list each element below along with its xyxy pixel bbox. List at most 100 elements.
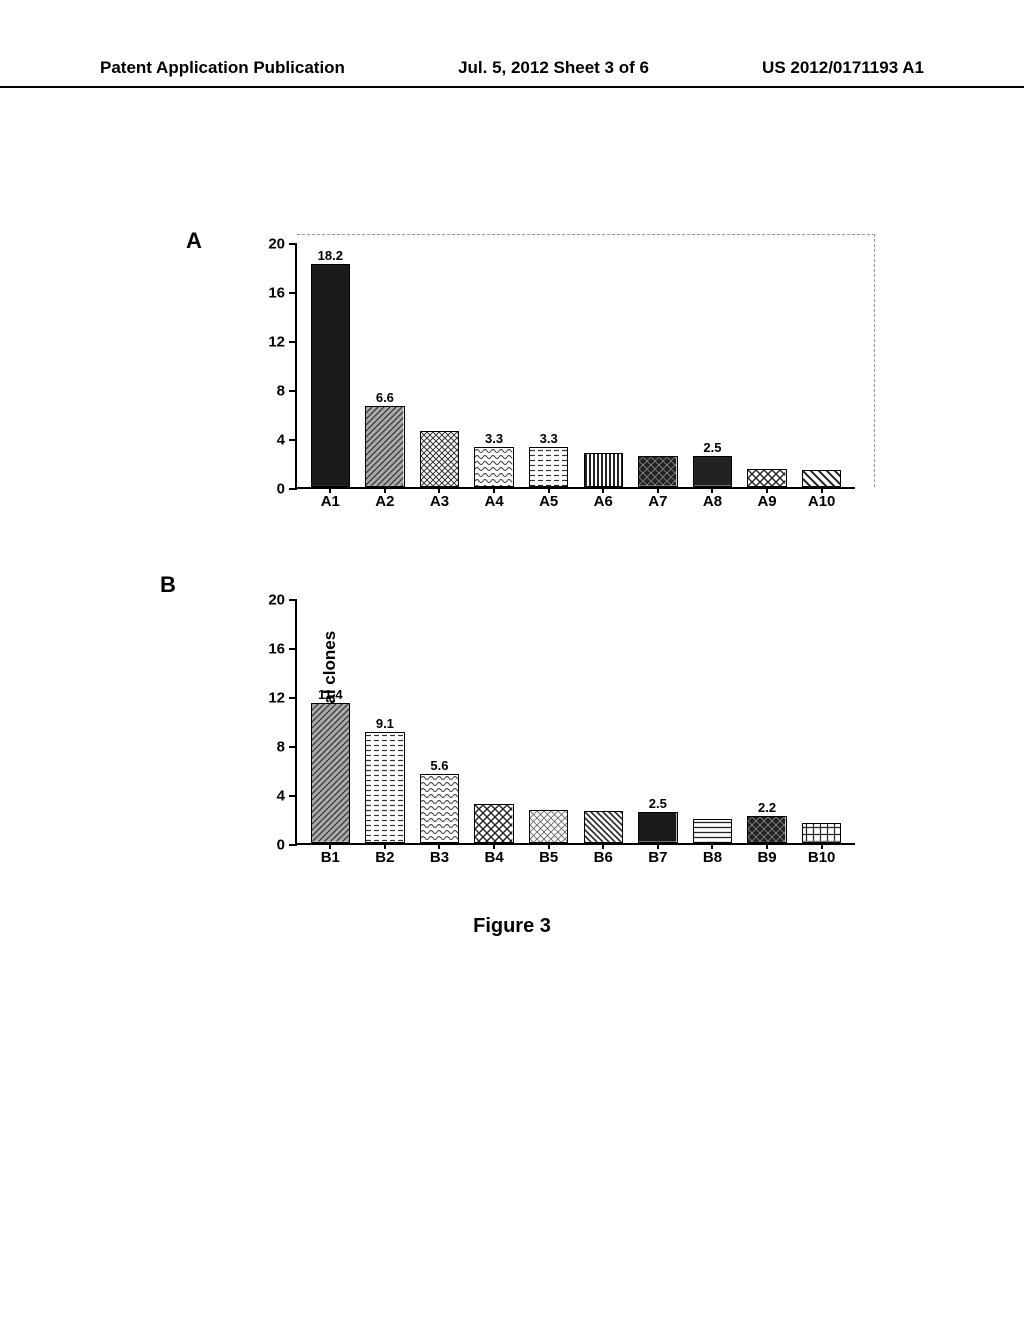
bar-value-label: 18.2 xyxy=(318,248,343,263)
xtick-label: B8 xyxy=(703,849,722,866)
bar-column: B6 xyxy=(576,600,631,843)
ytick-label: 8 xyxy=(277,739,285,756)
xtick-label: A5 xyxy=(539,493,558,510)
xtick-label: A10 xyxy=(808,493,836,510)
bar xyxy=(693,819,732,844)
ytick xyxy=(289,292,297,294)
bar: 18.2 xyxy=(311,264,350,487)
bar: 11.4 xyxy=(311,703,350,843)
ytick-label: 16 xyxy=(268,285,285,302)
header-left: Patent Application Publication xyxy=(100,58,345,78)
xtick-label: B5 xyxy=(539,849,558,866)
ytick-label: 12 xyxy=(268,690,285,707)
bar-column: 2.2B9 xyxy=(740,600,795,843)
ytick xyxy=(289,439,297,441)
bar-column: A10 xyxy=(794,244,849,487)
bar-column: 3.3A5 xyxy=(521,244,576,487)
chart-a-right-border xyxy=(874,234,875,487)
bar-value-label: 9.1 xyxy=(376,716,394,731)
chart-panel-a: Percent of total clones 18.2A16.6A2A33.3… xyxy=(295,244,855,489)
xtick-label: A6 xyxy=(594,493,613,510)
xtick-label: B9 xyxy=(757,849,776,866)
bar xyxy=(420,431,459,487)
bar xyxy=(638,456,677,487)
chart-a-top-border xyxy=(297,234,875,235)
bar xyxy=(584,811,623,843)
xtick-label: B4 xyxy=(484,849,503,866)
bar: 3.3 xyxy=(529,447,568,487)
ytick xyxy=(289,795,297,797)
ytick-label: 16 xyxy=(268,641,285,658)
bar-column: 5.6B3 xyxy=(412,600,467,843)
bar: 9.1 xyxy=(365,732,404,843)
bar xyxy=(584,453,623,487)
bar-column: B8 xyxy=(685,600,740,843)
xtick-label: A2 xyxy=(375,493,394,510)
bar-column: B10 xyxy=(794,600,849,843)
xtick-label: A4 xyxy=(484,493,503,510)
bar xyxy=(747,469,786,487)
xtick-label: A1 xyxy=(321,493,340,510)
bar-column: B5 xyxy=(521,600,576,843)
ytick-label: 0 xyxy=(277,481,285,498)
panel-b-label: B xyxy=(160,572,176,598)
xtick-label: B10 xyxy=(808,849,836,866)
bar-column: 3.3A4 xyxy=(467,244,522,487)
header-center: Jul. 5, 2012 Sheet 3 of 6 xyxy=(458,58,649,78)
bar-value-label: 2.2 xyxy=(758,800,776,815)
xtick-label: B3 xyxy=(430,849,449,866)
chart-a-bars: 18.2A16.6A2A33.3A43.3A5A6A72.5A8A9A10 xyxy=(297,244,855,487)
ytick-label: 4 xyxy=(277,432,285,449)
ytick-label: 20 xyxy=(268,236,285,253)
chart-a-axes: Percent of total clones 18.2A16.6A2A33.3… xyxy=(295,244,855,489)
page-header: Patent Application Publication Jul. 5, 2… xyxy=(0,58,1024,88)
bar-column: 18.2A1 xyxy=(303,244,358,487)
bar xyxy=(474,804,513,843)
bar xyxy=(802,470,841,487)
ytick-label: 4 xyxy=(277,788,285,805)
bar-column: 11.4B1 xyxy=(303,600,358,843)
bar-value-label: 2.5 xyxy=(649,796,667,811)
bar-column: 2.5A8 xyxy=(685,244,740,487)
ytick xyxy=(289,746,297,748)
xtick-label: A8 xyxy=(703,493,722,510)
bar-value-label: 3.3 xyxy=(485,431,503,446)
bar: 5.6 xyxy=(420,774,459,843)
ytick xyxy=(289,648,297,650)
bar: 6.6 xyxy=(365,406,404,487)
bar xyxy=(529,810,568,843)
bar-column: B4 xyxy=(467,600,522,843)
chart-b-axes: Percent of total clones 11.4B19.1B25.6B3… xyxy=(295,600,855,845)
ytick-label: 8 xyxy=(277,383,285,400)
ytick xyxy=(289,243,297,245)
ytick-label: 12 xyxy=(268,334,285,351)
bar-value-label: 5.6 xyxy=(430,758,448,773)
bar-value-label: 6.6 xyxy=(376,390,394,405)
bar-value-label: 11.4 xyxy=(318,687,343,702)
bar-column: A7 xyxy=(631,244,686,487)
ytick xyxy=(289,844,297,846)
ytick-label: 20 xyxy=(268,592,285,609)
bar: 3.3 xyxy=(474,447,513,487)
xtick-label: B6 xyxy=(594,849,613,866)
bar: 2.5 xyxy=(638,812,677,843)
bar-column: 6.6A2 xyxy=(358,244,413,487)
bar-column: 2.5B7 xyxy=(631,600,686,843)
ytick xyxy=(289,341,297,343)
chart-panel-b: Percent of total clones 11.4B19.1B25.6B3… xyxy=(295,600,855,845)
bar: 2.2 xyxy=(747,816,786,843)
xtick-label: A7 xyxy=(648,493,667,510)
ytick-label: 0 xyxy=(277,837,285,854)
bar-value-label: 3.3 xyxy=(540,431,558,446)
bar-column: A3 xyxy=(412,244,467,487)
bar xyxy=(802,823,841,843)
bar-column: A9 xyxy=(740,244,795,487)
panel-a-label: A xyxy=(186,228,202,254)
ytick xyxy=(289,488,297,490)
xtick-label: A3 xyxy=(430,493,449,510)
header-right: US 2012/0171193 A1 xyxy=(762,58,924,78)
ytick xyxy=(289,390,297,392)
chart-b-bars: 11.4B19.1B25.6B3B4B5B62.5B7B82.2B9B10 xyxy=(297,600,855,843)
xtick-label: B7 xyxy=(648,849,667,866)
xtick-label: A9 xyxy=(757,493,776,510)
